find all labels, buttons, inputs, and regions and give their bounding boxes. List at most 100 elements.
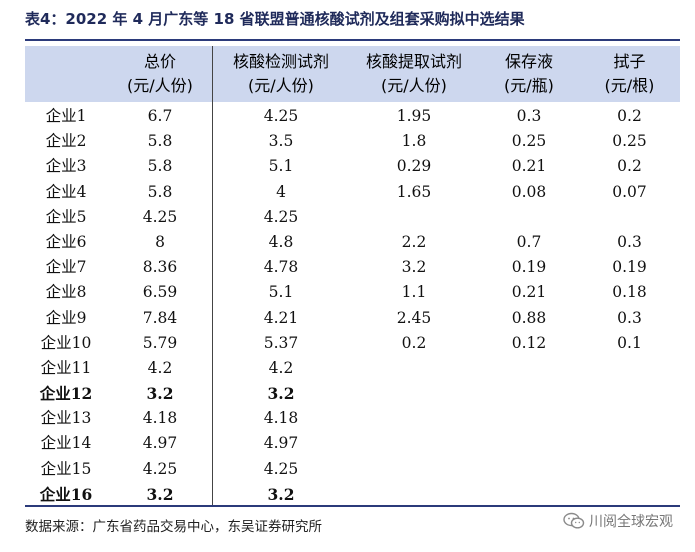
cell-preservation-fluid: 0.19	[511, 258, 547, 277]
cell-test-reagent: 4.97	[263, 434, 299, 453]
watermark-text: 川阅全球宏观	[589, 514, 673, 530]
cell-enterprise: 企业4	[45, 182, 87, 201]
cell-extraction-reagent: 0.29	[396, 157, 432, 176]
table-row: 企业8 6.59 5.1 1.1 0.21 0.18	[25, 280, 680, 305]
cell-swab: 0.3	[617, 308, 642, 327]
table-row: 企业3 5.8 5.1 0.29 0.21 0.2	[25, 154, 680, 179]
cell-test-reagent: 4.78	[263, 258, 299, 277]
cell-enterprise: 企业6	[45, 232, 87, 251]
cell-swab: 0.2	[617, 107, 642, 125]
cell-total-price: 6.7	[147, 107, 173, 125]
table-row: 企业6 8 4.8 2.2 0.7 0.3	[25, 230, 680, 255]
cell-total-price: 5.8	[147, 182, 173, 201]
cell-enterprise: 企业2	[45, 132, 87, 151]
table-row: 企业12 3.2 3.2	[25, 381, 680, 406]
wechat-icon	[563, 512, 585, 529]
header-test-reagent-label: 核酸检测试剂	[232, 52, 329, 71]
header-swab: 拭子 (元/根)	[579, 46, 680, 102]
cell-extraction-reagent: 3.2	[401, 258, 427, 277]
header-swab-label: 拭子	[613, 52, 646, 71]
cell-total-price: 4.2	[147, 358, 173, 377]
cell-enterprise: 企业12	[39, 384, 93, 404]
cell-enterprise: 企业8	[45, 283, 87, 302]
cell-total-price: 4.25	[142, 459, 178, 478]
cell-enterprise: 企业15	[40, 459, 92, 478]
cell-enterprise: 企业13	[40, 409, 92, 428]
table-row: 企业5 4.25 4.25	[25, 205, 680, 230]
column-divider	[212, 46, 213, 505]
cell-swab: 0.3	[617, 232, 642, 251]
table-title: 表4：2022 年 4 月广东等 18 省联盟普通核酸试剂及组套采购拟中选结果	[25, 10, 525, 28]
header-preservation-fluid-unit: (元/瓶)	[504, 76, 554, 95]
header-preservation-fluid: 保存液 (元/瓶)	[479, 46, 579, 102]
cell-extraction-reagent: 0.2	[401, 333, 427, 352]
cell-test-reagent: 4.21	[263, 308, 299, 327]
table-row: 企业1 6.7 4.25 1.95 0.3 0.2	[25, 104, 680, 129]
cell-total-price: 5.8	[147, 157, 173, 176]
cell-preservation-fluid: 0.88	[511, 308, 547, 327]
cell-enterprise: 企业7	[45, 258, 87, 277]
header-extraction-reagent: 核酸提取试剂 (元/人份)	[349, 46, 479, 102]
table-row: 企业13 4.18 4.18	[25, 406, 680, 431]
cell-test-reagent: 3.2	[267, 384, 295, 404]
header-enterprise	[25, 46, 107, 102]
cell-swab: 0.25	[612, 132, 647, 151]
cell-preservation-fluid: 0.3	[516, 107, 542, 125]
cell-test-reagent: 3.2	[267, 484, 295, 504]
cell-swab: 0.19	[612, 258, 647, 277]
cell-test-reagent: 5.1	[268, 283, 294, 302]
header-extraction-reagent-label: 核酸提取试剂	[365, 52, 462, 71]
cell-test-reagent: 4.8	[268, 232, 294, 251]
table-row: 企业2 5.8 3.5 1.8 0.25 0.25	[25, 129, 680, 154]
table-body: 企业1 6.7 4.25 1.95 0.3 0.2 企业2 5.8 3.5 1.8 0.25 0.25…	[25, 104, 680, 507]
table-row: 企业10 5.79 5.37 0.2 0.12 0.1	[25, 331, 680, 356]
cell-swab: 0.2	[617, 157, 642, 176]
cell-enterprise: 企业14	[40, 434, 92, 453]
cell-preservation-fluid: 0.21	[511, 283, 547, 302]
cell-preservation-fluid: 0.12	[511, 333, 547, 352]
bottom-rule	[25, 505, 680, 507]
table-row: 企业14 4.97 4.97	[25, 431, 680, 456]
cell-extraction-reagent: 1.95	[396, 107, 432, 125]
cell-total-price: 5.8	[147, 132, 173, 151]
watermark: 川阅全球宏观	[563, 511, 673, 531]
table-row: 企业7 8.36 4.78 3.2 0.19 0.19	[25, 255, 680, 280]
header-total-price-unit: (元/人份)	[127, 76, 193, 95]
table-row: 企业15 4.25 4.25	[25, 457, 680, 482]
header-total-price: 总价 (元/人份)	[107, 46, 213, 102]
cell-total-price: 4.25	[142, 207, 178, 226]
table-row: 企业16 3.2 3.2	[25, 482, 680, 507]
cell-swab: 0.1	[617, 333, 642, 352]
cell-total-price: 4.18	[142, 409, 178, 428]
cell-total-price: 7.84	[142, 308, 178, 327]
cell-extraction-reagent: 2.45	[396, 308, 432, 327]
table-row: 企业9 7.84 4.21 2.45 0.88 0.3	[25, 306, 680, 331]
cell-enterprise: 企业16	[39, 484, 93, 504]
cell-total-price: 4.97	[142, 434, 178, 453]
cell-total-price: 5.79	[142, 333, 178, 352]
header-swab-unit: (元/根)	[604, 76, 655, 95]
cell-enterprise: 企业1	[45, 107, 87, 125]
table-row: 企业11 4.2 4.2	[25, 356, 680, 381]
cell-enterprise: 企业3	[45, 157, 87, 176]
cell-total-price: 3.2	[146, 484, 174, 504]
cell-preservation-fluid: 0.7	[516, 232, 542, 251]
cell-test-reagent: 5.1	[268, 157, 294, 176]
cell-test-reagent: 4.2	[268, 358, 294, 377]
header-test-reagent-unit: (元/人份)	[248, 76, 314, 95]
source-note: 数据来源：广东省药品交易中心，东吴证券研究所	[25, 519, 322, 535]
cell-preservation-fluid: 0.21	[511, 157, 547, 176]
cell-enterprise: 企业9	[45, 308, 87, 327]
cell-swab: 0.07	[612, 182, 647, 201]
cell-extraction-reagent: 1.8	[401, 132, 427, 151]
cell-preservation-fluid: 0.25	[511, 132, 547, 151]
cell-extraction-reagent: 1.1	[401, 283, 427, 302]
cell-swab: 0.18	[612, 283, 647, 302]
cell-test-reagent: 4	[276, 182, 286, 201]
top-rule	[25, 39, 680, 41]
cell-enterprise: 企业10	[40, 333, 92, 352]
table-header: 总价 (元/人份) 核酸检测试剂 (元/人份) 核酸提取试剂 (元/人份) 保存液 (元/瓶)…	[25, 46, 680, 102]
cell-enterprise: 企业11	[40, 358, 92, 377]
cell-preservation-fluid: 0.08	[511, 182, 547, 201]
cell-total-price: 3.2	[146, 384, 174, 404]
